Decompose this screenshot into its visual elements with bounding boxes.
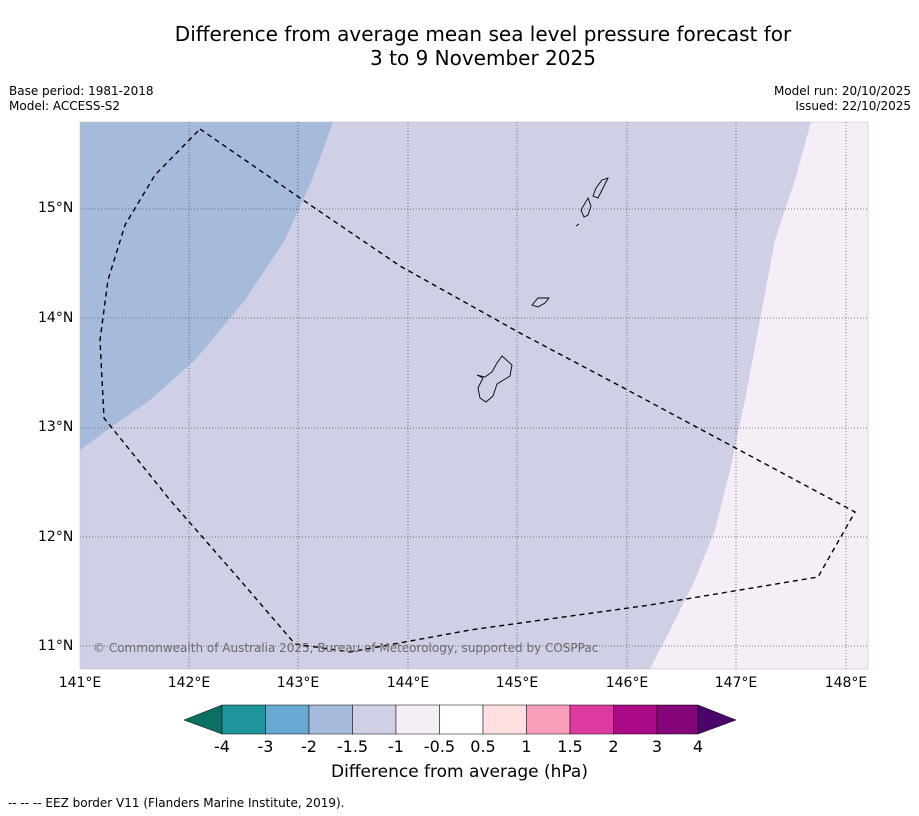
- lat-label-13n: 13°N: [38, 419, 74, 435]
- map-zone-low: [80, 122, 333, 450]
- colorbar-segment: [265, 704, 310, 735]
- colorbar-extend-high: [697, 704, 737, 735]
- colorbar-label: 3: [651, 737, 663, 756]
- metadata-right: Model run: 20/10/2025 Issued: 22/10/2025: [774, 84, 911, 114]
- colorbar-label: 2: [608, 737, 619, 756]
- issued-date: Issued: 22/10/2025: [795, 99, 911, 113]
- colorbar-segment: [526, 704, 571, 735]
- colorbar-segment: [439, 704, 484, 735]
- model-run: Model run: 20/10/2025: [773, 84, 911, 98]
- colorbar-segment: [656, 704, 699, 735]
- lon-label-144e: 144°E: [386, 675, 430, 691]
- colorbar-label: -1: [388, 737, 404, 756]
- colorbar-segment: [482, 704, 527, 735]
- footnote: -- -- -- EEZ border V11 (Flanders Marine…: [8, 796, 345, 810]
- colorbar-label: -0.5: [423, 737, 456, 756]
- islands: [476, 177, 609, 403]
- base-period: Base period: 1981-2018: [9, 84, 154, 98]
- lat-label-11n: 11°N: [38, 638, 74, 654]
- colorbar-extend-low: [183, 704, 223, 735]
- model-name: Model: ACCESS-S2: [9, 99, 121, 113]
- colorbar-label: -2: [301, 737, 317, 756]
- lon-label-148e: 148°E: [824, 675, 868, 691]
- chart-title: Difference from average mean sea level p…: [0, 22, 919, 70]
- colorbar-segment: [352, 704, 397, 735]
- colorbar-segment: [395, 704, 440, 735]
- lon-label-146e: 146°E: [605, 675, 649, 691]
- colorbar-label: 1.5: [557, 737, 583, 756]
- lon-label-147e: 147°E: [714, 675, 758, 691]
- gridlines: [80, 122, 868, 669]
- colorbar-title: Difference from average (hPa): [331, 762, 588, 782]
- copyright-notice: © Commonwealth of Australia 2025, Bureau…: [93, 641, 599, 655]
- title-line-1: Difference from average mean sea level p…: [174, 22, 792, 46]
- title-line-2: 3 to 9 November 2025: [370, 46, 596, 70]
- colorbar-segment: [308, 704, 353, 735]
- colorbar: [183, 704, 737, 735]
- colorbar-segment: [613, 704, 658, 735]
- lon-label-141e: 141°E: [58, 675, 102, 691]
- colorbar-label: 0.5: [470, 737, 496, 756]
- island-saipan: [592, 177, 609, 199]
- lat-label-14n: 14°N: [38, 310, 74, 326]
- lon-label-145e: 145°E: [495, 675, 539, 691]
- colorbar-label: 1: [521, 737, 532, 756]
- lat-label-12n: 12°N: [38, 529, 74, 545]
- colorbar-segment: [569, 704, 614, 735]
- colorbar-label: -3: [257, 737, 274, 756]
- colorbar-segment: [221, 704, 266, 735]
- metadata-left: Base period: 1981-2018 Model: ACCESS-S2: [9, 84, 154, 114]
- island-rota: [531, 297, 550, 308]
- lat-label-15n: 15°N: [38, 200, 74, 216]
- colorbar-label: -4: [214, 737, 230, 756]
- island-aguijan: [575, 223, 580, 227]
- colorbar-label: 4: [692, 737, 704, 756]
- lon-label-143e: 143°E: [276, 675, 320, 691]
- map-frame: [79, 121, 869, 670]
- map-zone-high: [650, 122, 868, 669]
- eez-border: [99, 128, 856, 653]
- island-tinian: [580, 196, 592, 218]
- lon-label-142e: 142°E: [167, 675, 211, 691]
- colorbar-label: -1.5: [336, 737, 369, 756]
- island-guam: [476, 355, 513, 403]
